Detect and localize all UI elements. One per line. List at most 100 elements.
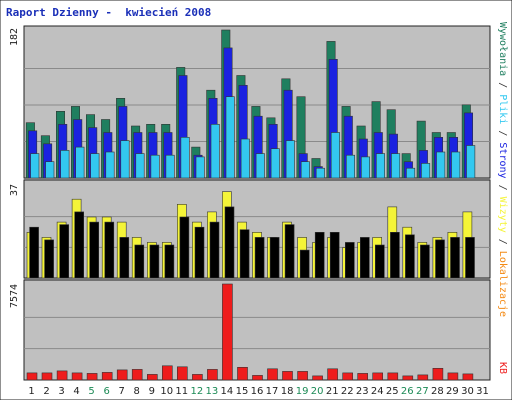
hits-panel-bar-files-day-15 xyxy=(240,138,250,179)
x-tick-label: 27 xyxy=(416,386,429,397)
locations-panel-bar-locations-day-23 xyxy=(359,237,370,279)
kb-panel-bar-kb-day-1 xyxy=(26,372,38,381)
x-tick-label: 6 xyxy=(104,386,110,397)
kb-panel-bar-kb-day-14 xyxy=(222,283,233,381)
hits-panel-bar-files-day-4 xyxy=(75,146,85,179)
locations-panel-bar-locations-day-7 xyxy=(119,237,130,279)
x-tick-label: 3 xyxy=(58,386,64,397)
x-tick-label: 1 xyxy=(28,386,34,397)
locations-panel-bar-locations-day-2 xyxy=(44,239,54,279)
x-tick-label: 12 xyxy=(191,386,204,397)
locations-panel-bar-locations-day-20 xyxy=(314,232,325,279)
kb-panel-bar-kb-day-26 xyxy=(402,375,414,381)
hits-panel-bar-files-day-20 xyxy=(315,167,325,179)
legend-visits: Wywołania xyxy=(497,22,508,77)
locations-panel xyxy=(23,179,491,279)
x-tick-label: 19 xyxy=(296,386,309,397)
hits-panel-bar-files-day-29 xyxy=(451,151,461,179)
x-tick-label: 23 xyxy=(356,386,369,397)
kb-panel-bar-kb-day-5 xyxy=(86,373,98,381)
hits-panel-bar-files-day-1 xyxy=(30,153,40,179)
x-tick-label: 16 xyxy=(251,386,264,397)
legend-locations: Lokalizacje xyxy=(497,250,508,318)
x-tick-label: 28 xyxy=(431,386,444,397)
x-tick-label: 7 xyxy=(119,386,125,397)
hits-panel-bar-files-day-2 xyxy=(45,161,55,179)
hits-panel-bar-files-day-28 xyxy=(436,151,446,179)
locations-panel-bar-locations-day-30 xyxy=(465,237,475,279)
locations-panel-bar-locations-day-11 xyxy=(179,216,190,279)
kb-panel-bar-kb-day-13 xyxy=(207,369,218,381)
x-tick-label: 31 xyxy=(476,386,489,397)
kb-panel-bar-kb-day-20 xyxy=(312,375,323,381)
kb-panel-bar-kb-day-16 xyxy=(252,375,263,381)
hits-panel-bar-files-day-6 xyxy=(105,151,115,179)
hits-panel-bar-files-day-13 xyxy=(210,124,220,179)
x-tick-label: 4 xyxy=(73,386,79,397)
hits-panel-bar-files-day-23 xyxy=(360,156,370,179)
hits-panel xyxy=(23,25,491,179)
locations-panel-bar-locations-day-12 xyxy=(194,226,205,279)
kb-panel-bar-kb-day-19 xyxy=(297,371,308,381)
locations-panel-bar-locations-day-21 xyxy=(329,232,340,279)
hits-panel-bar-files-day-25 xyxy=(391,153,401,179)
kb-panel-bar-kb-day-11 xyxy=(177,366,188,381)
hits-panel-bar-files-day-16 xyxy=(255,153,265,179)
kb-panel-bar-kb-day-27 xyxy=(417,374,429,381)
locations-panel-bar-locations-day-24 xyxy=(374,244,385,279)
locations-panel-bar-locations-day-22 xyxy=(344,242,355,279)
kb-panel-bar-kb-day-30 xyxy=(462,373,474,381)
legend-files: Pliki xyxy=(497,94,508,125)
x-tick-label: 5 xyxy=(88,386,94,397)
locations-panel-bar-locations-day-10 xyxy=(164,244,175,279)
locations-panel-bar-locations-day-26 xyxy=(405,234,415,279)
x-axis-tick-labels: 1 2 3 4 5 6 7 8 9 10 11 12 13 14 15 16 17 18 19 20 21 22 23 24 2… xyxy=(28,386,489,397)
kb-panel-bar-kb-day-7 xyxy=(116,369,128,381)
legend-separator: / xyxy=(497,76,508,95)
hits-panel-bar-files-day-3 xyxy=(60,150,70,179)
hits-panel-bar-files-day-12 xyxy=(195,156,205,179)
hits-panel-bar-files-day-27 xyxy=(421,163,431,179)
x-tick-label: 8 xyxy=(134,386,140,397)
kb-panel-bar-kb-day-24 xyxy=(372,372,384,381)
locations-panel-ymax-label: 37 xyxy=(9,183,20,196)
hits-panel-bar-files-day-26 xyxy=(406,167,416,179)
kb-panel-bar-kb-day-3 xyxy=(56,370,68,381)
kb-panel-bar-kb-day-2 xyxy=(41,372,53,381)
x-tick-label: 14 xyxy=(221,386,234,397)
locations-panel-bar-locations-day-5 xyxy=(89,221,99,279)
locations-panel-bar-locations-day-25 xyxy=(390,232,400,279)
kb-panel-bar-kb-day-23 xyxy=(357,373,369,381)
kb-panel-bar-kb-day-28 xyxy=(432,367,444,381)
kb-panel-bar-kb-day-8 xyxy=(131,369,143,381)
x-tick-label: 13 xyxy=(206,386,219,397)
x-tick-label: 24 xyxy=(371,386,384,397)
kb-panel-bar-kb-day-29 xyxy=(447,372,459,381)
locations-panel-bar-locations-day-15 xyxy=(239,229,250,279)
kb-panel-bar-kb-day-10 xyxy=(162,365,173,381)
locations-panel-bar-locations-day-18 xyxy=(284,224,295,279)
kb-panel-bar-kb-day-12 xyxy=(192,374,203,381)
legend-separator: / xyxy=(497,232,508,251)
hits-panel-bar-files-day-5 xyxy=(90,153,100,179)
legend-pages: Strony xyxy=(497,142,508,179)
hits-panel-bar-files-day-8 xyxy=(135,153,145,179)
kb-panel-bar-kb-day-17 xyxy=(267,368,278,381)
hits-panel-bar-files-day-7 xyxy=(120,140,130,179)
kb-panel-bar-kb-day-21 xyxy=(327,368,338,381)
x-tick-label: 30 xyxy=(461,386,474,397)
kb-panel-bar-kb-day-6 xyxy=(101,372,113,381)
x-tick-label: 17 xyxy=(266,386,279,397)
locations-panel-bar-locations-day-3 xyxy=(59,224,70,279)
kb-panel xyxy=(23,279,491,381)
x-tick-label: 26 xyxy=(401,386,414,397)
x-tick-label: 20 xyxy=(311,386,324,397)
locations-panel-bar-locations-day-29 xyxy=(450,237,460,279)
locations-panel-bar-locations-day-9 xyxy=(149,244,160,279)
kb-panel-bar-kb-day-22 xyxy=(342,372,354,381)
hits-panel-bar-files-day-19 xyxy=(300,161,310,179)
legend-sites: Wizyty xyxy=(497,196,508,233)
panels xyxy=(23,25,491,381)
hits-panel-bar-files-day-17 xyxy=(270,148,280,179)
